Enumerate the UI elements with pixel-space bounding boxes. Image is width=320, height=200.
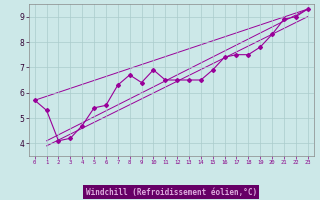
Text: Windchill (Refroidissement éolien,°C): Windchill (Refroidissement éolien,°C) <box>86 188 257 196</box>
